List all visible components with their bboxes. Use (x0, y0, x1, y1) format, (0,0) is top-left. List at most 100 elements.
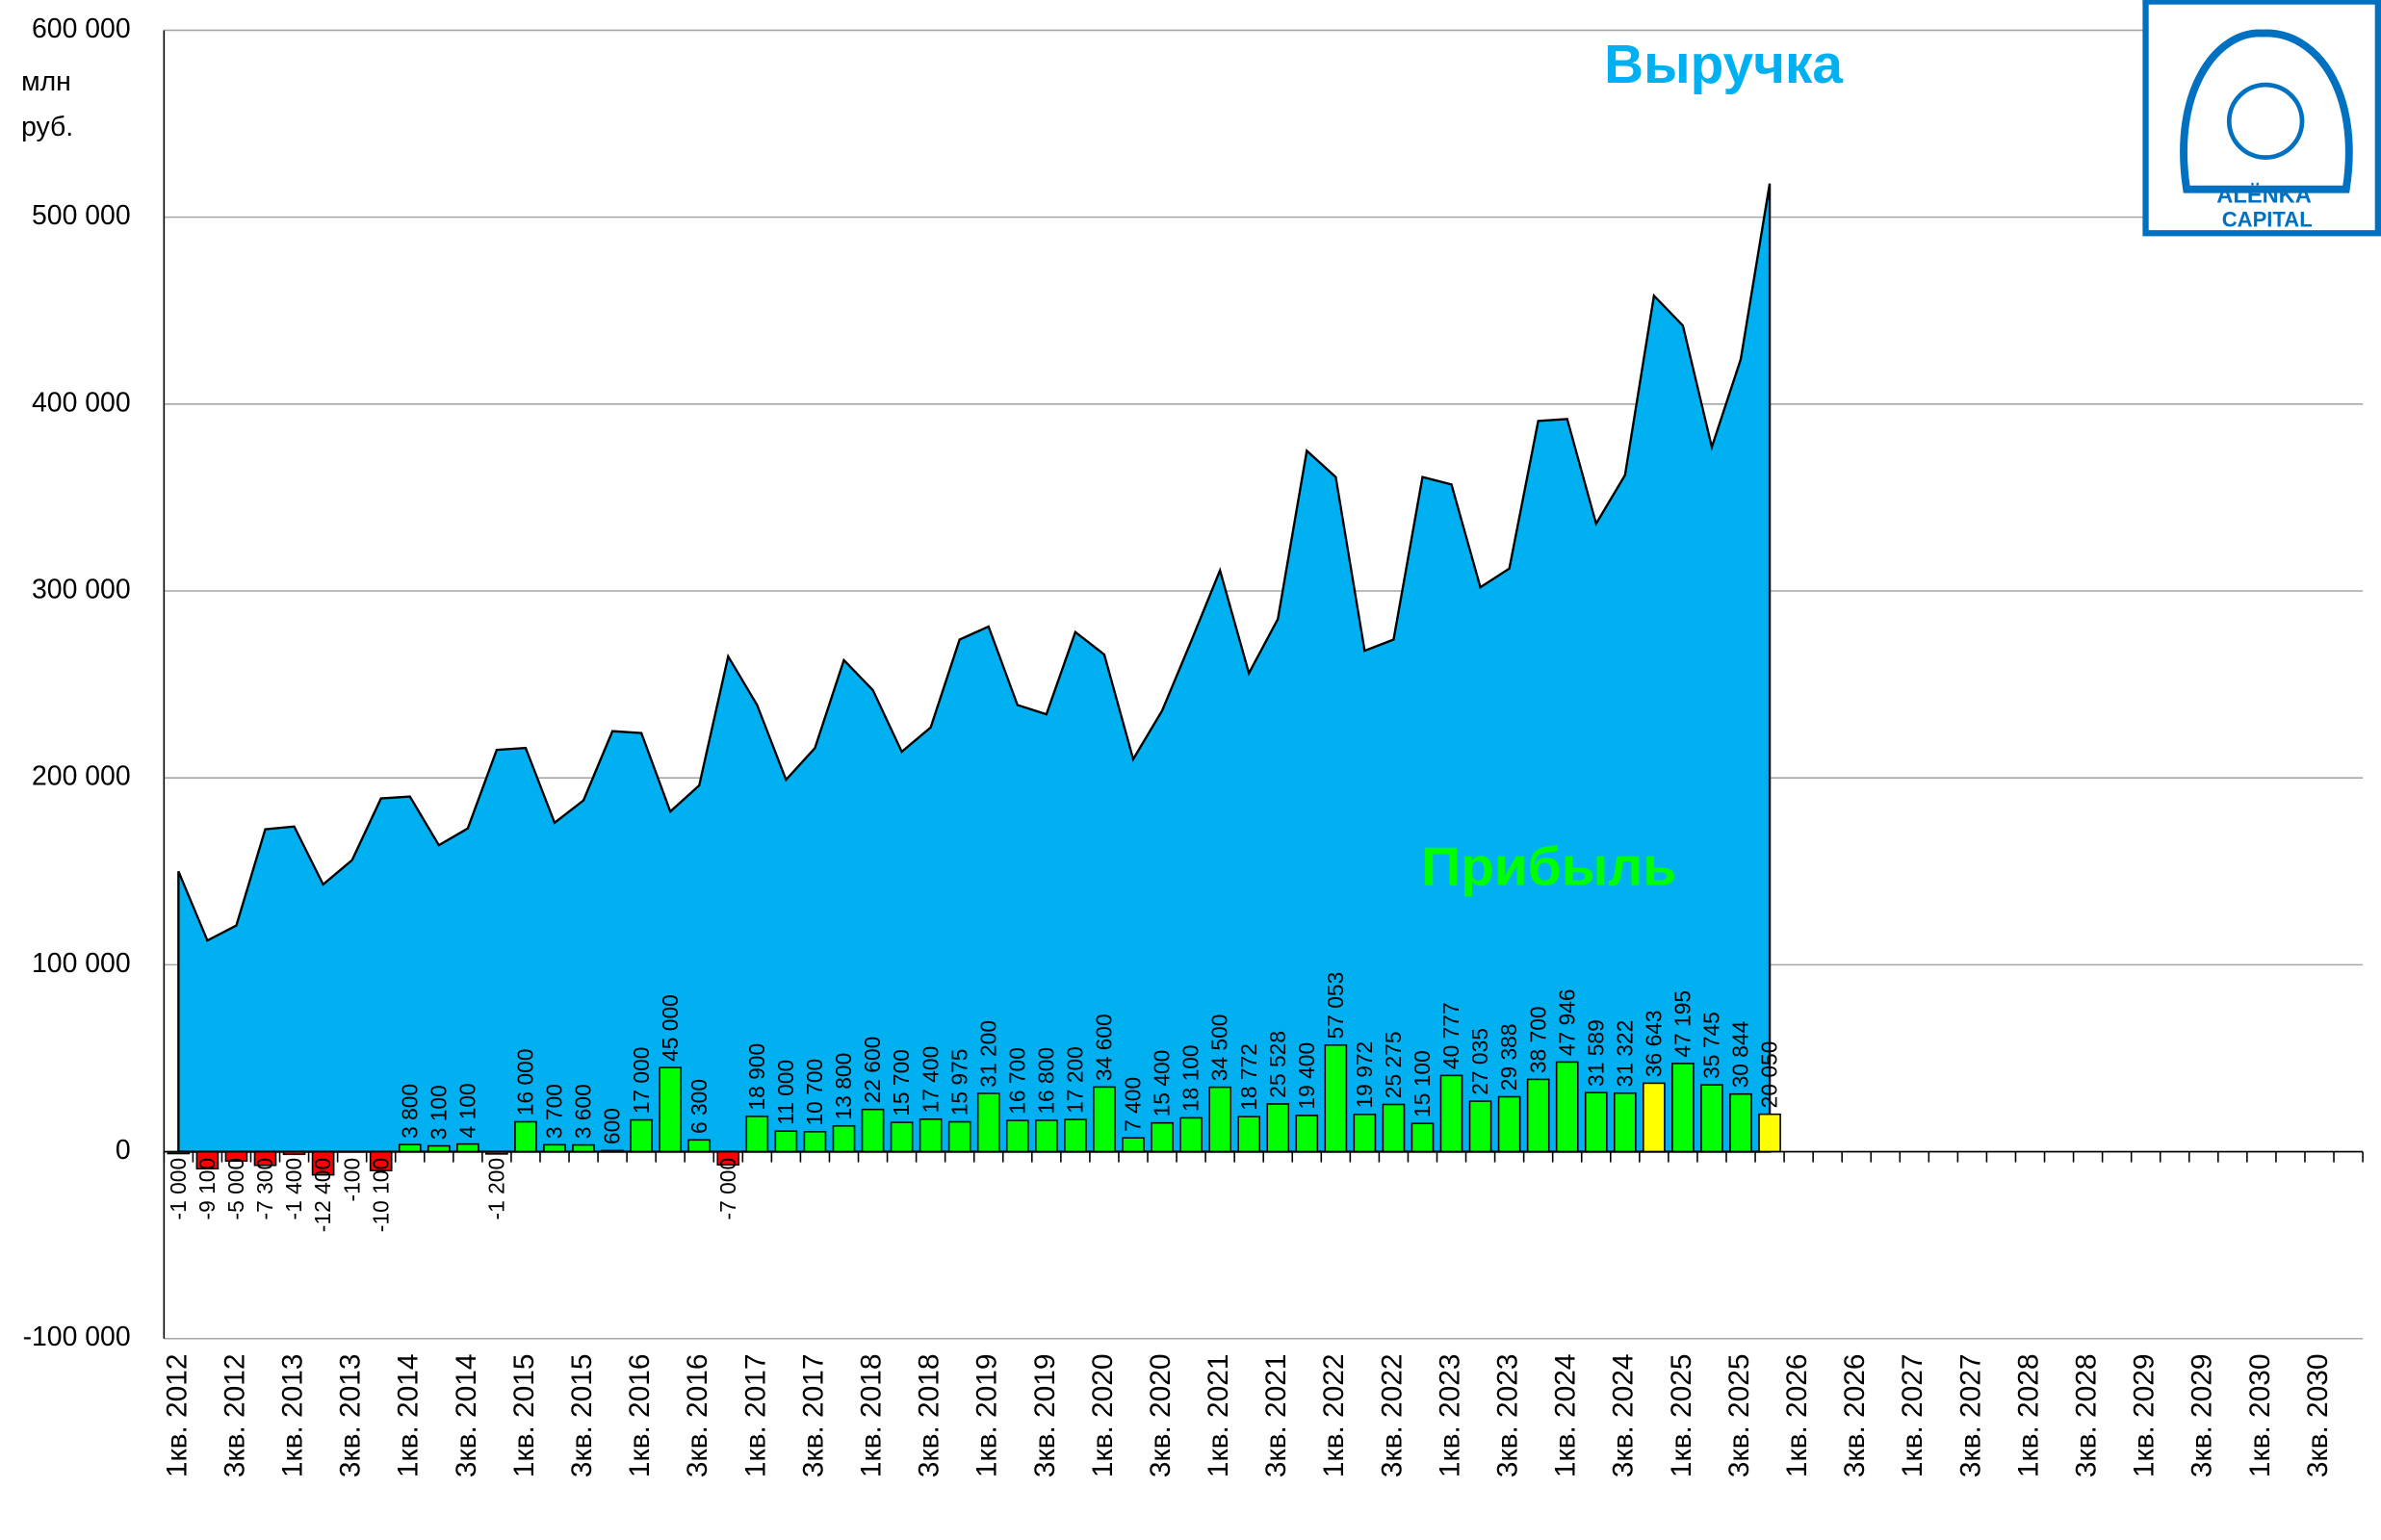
bar (1266, 1103, 1290, 1153)
x-tick-label: 3кв. 2021 (1260, 1353, 1292, 1477)
bar (1353, 1114, 1377, 1153)
data-label: -100 (339, 1158, 364, 1202)
data-label: 29 388 (1496, 1023, 1521, 1091)
plot-area: -100 000 0 100 000 200 000 300 000 400 000 500… (23, 13, 2364, 1477)
bar (1468, 1100, 1492, 1153)
x-tick-label: 1кв. 2030 (2244, 1353, 2276, 1477)
data-label: 18 772 (1236, 1043, 1261, 1111)
y-tick-label: 600 000 (32, 13, 131, 44)
bar (1208, 1086, 1231, 1153)
bar (1613, 1091, 1637, 1153)
bar (1179, 1116, 1203, 1153)
data-label: 47 195 (1670, 990, 1695, 1058)
data-label: 34 500 (1207, 1014, 1232, 1082)
unit-label: руб. (21, 112, 73, 142)
x-tick-label: 3кв. 2014 (451, 1353, 482, 1477)
x-tick-label: 3кв. 2029 (2187, 1353, 2218, 1477)
bar (1643, 1082, 1666, 1153)
x-tick-label: 3кв. 2024 (1608, 1353, 1640, 1477)
bar (1555, 1061, 1579, 1153)
revenue-area (177, 183, 1772, 1153)
data-label: -1 200 (483, 1158, 508, 1220)
data-label: -7 300 (252, 1158, 277, 1220)
bar (1151, 1121, 1174, 1153)
bar (803, 1131, 827, 1153)
data-label: 15 975 (946, 1049, 971, 1116)
bar (630, 1118, 653, 1153)
x-tick-label: 3кв. 2016 (682, 1353, 713, 1477)
x-tick-label: 3кв. 2017 (797, 1353, 829, 1477)
x-tick-label: 1кв. 2027 (1897, 1353, 1928, 1477)
data-label: 25 275 (1381, 1031, 1406, 1098)
data-label: 19 400 (1294, 1042, 1319, 1110)
y-tick-label: 500 000 (32, 200, 131, 231)
x-tick-label: 3кв. 2015 (566, 1353, 598, 1477)
bar (1497, 1095, 1521, 1153)
x-tick-label: 1кв. 2012 (161, 1353, 193, 1477)
x-tick-label: 1кв. 2019 (971, 1353, 1003, 1477)
bar (543, 1143, 566, 1153)
series-label: Выручка (1604, 35, 1843, 95)
data-label: 22 600 (860, 1037, 885, 1104)
x-tick-label: 3кв. 2018 (914, 1353, 945, 1477)
data-label: 47 946 (1554, 988, 1579, 1056)
data-label: 20 050 (1757, 1041, 1782, 1109)
x-tick-label: 1кв. 2016 (624, 1353, 656, 1477)
bar (1758, 1113, 1781, 1153)
logo-text: CAPITAL (2222, 208, 2313, 232)
bar (976, 1092, 1000, 1153)
bar (1671, 1063, 1695, 1153)
data-label: 57 053 (1323, 972, 1348, 1040)
x-tick-label: 3кв. 2026 (1839, 1353, 1871, 1477)
data-label: -7 000 (715, 1158, 740, 1220)
x-tick-label: 3кв. 2023 (1492, 1353, 1524, 1477)
x-tick-label: 1кв. 2024 (1550, 1353, 1582, 1477)
data-label: 600 (600, 1108, 625, 1144)
data-label: 15 700 (889, 1049, 914, 1116)
x-tick-label: 1кв. 2017 (739, 1353, 771, 1477)
x-tick-label: 1кв. 2025 (1666, 1353, 1697, 1477)
x-tick-label: 3кв. 2022 (1376, 1353, 1408, 1477)
data-label: 15 100 (1410, 1050, 1435, 1117)
logo-text: ALËNKA (2216, 183, 2311, 209)
data-label: 17 400 (918, 1046, 943, 1114)
data-label: -10 100 (368, 1158, 393, 1232)
bar (1035, 1119, 1058, 1153)
x-tick-label: 1кв. 2022 (1318, 1353, 1350, 1477)
data-label: 3 600 (571, 1084, 596, 1139)
bar (398, 1143, 422, 1153)
bar (659, 1066, 683, 1153)
data-label: 38 700 (1525, 1006, 1550, 1073)
x-tick-label: 1кв. 2028 (2012, 1353, 2044, 1477)
y-tick-label: 100 000 (32, 948, 131, 979)
x-tick-label: 1кв. 2018 (855, 1353, 887, 1477)
bar (1382, 1103, 1406, 1153)
data-label: 18 100 (1178, 1044, 1203, 1112)
x-tick-label: 3кв. 2027 (1954, 1353, 1986, 1477)
bar (1324, 1043, 1348, 1153)
data-label: -12 400 (310, 1158, 335, 1232)
x-tick-label: 1кв. 2013 (276, 1353, 308, 1477)
data-label: 6 300 (686, 1079, 712, 1134)
data-label: 27 035 (1467, 1028, 1492, 1095)
x-tick-label: 3кв. 2013 (335, 1353, 367, 1477)
data-label: 17 200 (1062, 1046, 1087, 1114)
bar (1584, 1091, 1608, 1153)
y-tick-label: 300 000 (32, 575, 131, 605)
data-label: 11 000 (773, 1060, 798, 1125)
y-tick-label: 400 000 (32, 387, 131, 418)
data-label: 34 600 (1092, 1014, 1117, 1081)
y-tick-label: 200 000 (32, 761, 131, 792)
data-label: -5 000 (223, 1158, 248, 1220)
bar (1237, 1116, 1261, 1153)
series-label: Прибыль (1421, 837, 1676, 898)
bar (947, 1120, 971, 1153)
x-tick-label: 3кв. 2028 (2070, 1353, 2102, 1477)
y-tick-label: 0 (116, 1135, 131, 1166)
data-label: 35 745 (1699, 1012, 1724, 1079)
data-label: 17 000 (629, 1047, 654, 1115)
data-label: 19 972 (1352, 1041, 1377, 1109)
data-label: 45 000 (658, 994, 683, 1062)
